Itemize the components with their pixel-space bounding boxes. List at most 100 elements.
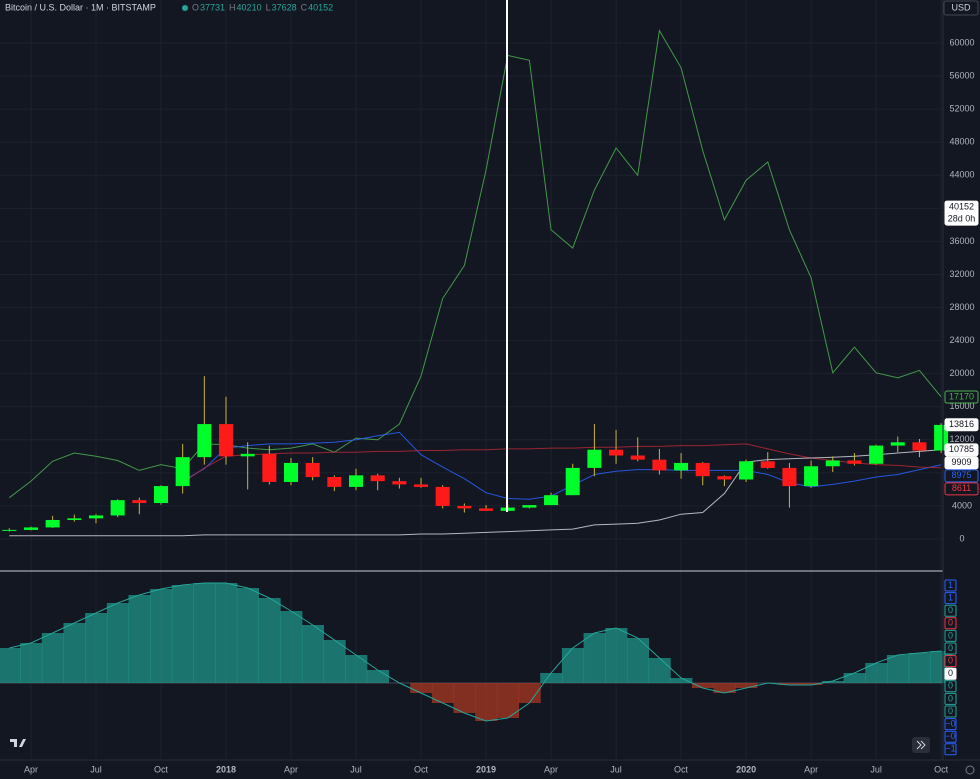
oscillator-column xyxy=(171,585,194,683)
scale-label: 0 xyxy=(948,668,953,678)
candle-body xyxy=(45,519,60,528)
price-label-sub: 28d 0h xyxy=(948,213,976,223)
logo-mark xyxy=(10,739,26,747)
x-tick-label: Apr xyxy=(284,764,298,774)
y-tick-label: 56000 xyxy=(949,70,974,80)
candle-body xyxy=(717,476,732,480)
candle-body xyxy=(869,445,884,464)
candle-body xyxy=(782,467,797,487)
price-label: 13816 xyxy=(949,419,974,429)
y-tick-label: 16000 xyxy=(949,401,974,411)
y-tick-label: 20000 xyxy=(949,368,974,378)
oscillator-column xyxy=(496,683,520,718)
oscillator-column xyxy=(561,648,585,683)
candle-body xyxy=(414,484,429,487)
oscillator-column xyxy=(843,673,866,683)
candle-body xyxy=(110,500,125,516)
y-tick-label: 28000 xyxy=(949,302,974,312)
oscillator-column xyxy=(670,678,693,683)
x-tick-label: 2019 xyxy=(476,764,496,774)
price-label: 17170 xyxy=(949,391,974,401)
price-label: 10785 xyxy=(949,444,974,454)
y-tick-label: 44000 xyxy=(949,170,974,180)
x-tick-label: Jul xyxy=(90,764,102,774)
candle-body xyxy=(652,459,667,471)
oscillator-column xyxy=(605,628,628,683)
x-tick-label: Apr xyxy=(804,764,818,774)
x-tick-label: Apr xyxy=(24,764,38,774)
scale-label-box xyxy=(944,642,957,655)
plot-area xyxy=(0,29,953,722)
currency: USD xyxy=(951,2,971,12)
scale-label: −0 xyxy=(945,718,955,728)
candle-body xyxy=(153,486,168,504)
price-label: 8611 xyxy=(952,483,971,493)
candle-body xyxy=(435,486,450,506)
candle-body xyxy=(587,449,602,468)
oscillator-column xyxy=(85,613,108,683)
candle-body xyxy=(175,457,190,487)
status-dot xyxy=(182,5,188,11)
candle-body xyxy=(847,460,862,464)
candle-body xyxy=(522,505,537,508)
indicator-line xyxy=(8,29,942,499)
oscillator-column xyxy=(431,683,455,703)
oscillator-column xyxy=(280,611,303,683)
candle-body xyxy=(760,461,775,468)
oscillator-column xyxy=(540,673,563,683)
scale-label-box xyxy=(944,680,957,693)
candle-body xyxy=(739,461,754,480)
logo xyxy=(10,739,26,747)
oscillator-column xyxy=(0,648,21,683)
scale-label-box xyxy=(944,655,957,668)
price-label: 9909 xyxy=(951,457,971,467)
price-label-box xyxy=(944,469,979,483)
currency-button[interactable] xyxy=(943,0,979,16)
oscillator-column xyxy=(865,663,888,683)
ohlc-key: H xyxy=(229,2,236,12)
scale-label: −1 xyxy=(945,744,955,754)
ohlc-value: 37731 xyxy=(200,2,225,12)
ohlc-values: O 37731 H 40210 L 37628 C 40152 xyxy=(192,2,333,12)
price-label-box xyxy=(944,443,979,457)
candle-body xyxy=(349,475,364,487)
scale-label: 0 xyxy=(948,605,953,615)
candle-body xyxy=(544,495,559,506)
candle-body xyxy=(912,442,927,451)
oscillator-column xyxy=(215,583,238,683)
price-label-box xyxy=(944,390,979,404)
x-tick-label: Apr xyxy=(544,764,558,774)
candle-body xyxy=(2,529,17,531)
ohlc-key: C xyxy=(301,2,308,12)
scale-label-box xyxy=(944,617,957,630)
candle-body xyxy=(88,515,103,519)
oscillator-column xyxy=(886,655,910,683)
x-tick-label: Jul xyxy=(870,764,882,774)
y-tick-label: 32000 xyxy=(949,269,974,279)
settings-button[interactable] xyxy=(965,765,975,775)
oscillator-column xyxy=(128,595,151,683)
candle-body xyxy=(479,508,494,511)
y-tick-label: 12000 xyxy=(949,434,974,444)
scale-label-box xyxy=(944,629,957,642)
oscillator-column xyxy=(41,633,64,683)
y-tick-label: 4000 xyxy=(952,500,972,510)
candle-body xyxy=(695,462,710,477)
scale-label: −0 xyxy=(945,731,955,741)
candle-body xyxy=(630,455,645,460)
candle-body xyxy=(934,424,949,451)
oscillator-column xyxy=(778,683,801,685)
scale-label: 0 xyxy=(948,618,953,628)
x-tick-label: Oct xyxy=(414,764,429,774)
oscillator-column xyxy=(821,681,845,683)
scroll-button[interactable] xyxy=(912,737,930,753)
candle-body xyxy=(67,518,82,520)
x-tick-label: Oct xyxy=(674,764,689,774)
x-tick-label: Jul xyxy=(350,764,362,774)
scale-label-box xyxy=(944,718,957,731)
oscillator-column xyxy=(475,683,498,721)
oscillator-column xyxy=(345,655,368,683)
scale-label: 0 xyxy=(948,693,953,703)
oscillator-column xyxy=(626,638,650,683)
